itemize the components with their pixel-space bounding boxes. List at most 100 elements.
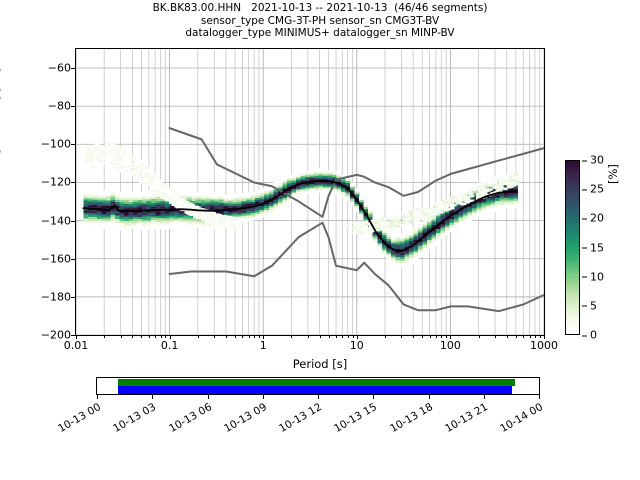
colorbar bbox=[565, 160, 580, 335]
x-tick-mark bbox=[319, 335, 321, 338]
x-tick-mark bbox=[347, 335, 349, 338]
timeline-tick-mark bbox=[483, 395, 485, 399]
timeline-tick-label: 10-13 21 bbox=[442, 401, 490, 436]
x-tick-label: 1000 bbox=[530, 339, 558, 352]
x-tick-mark bbox=[478, 335, 480, 338]
colorbar-tick-label: 15 bbox=[582, 242, 604, 253]
x-tick-mark bbox=[197, 335, 199, 338]
timeline-coverage-axes[interactable] bbox=[96, 377, 540, 395]
timeline-tick-mark bbox=[262, 395, 264, 399]
x-tick-mark bbox=[76, 335, 77, 339]
x-tick-mark bbox=[242, 335, 244, 338]
y-tick-label: −200 bbox=[40, 328, 71, 342]
colorbar-tick-label: 10 bbox=[582, 271, 604, 282]
timeline-tick-label: 10-13 06 bbox=[166, 401, 214, 436]
y-tick-mark bbox=[71, 182, 75, 184]
x-axis-label: Period [s] bbox=[292, 357, 348, 371]
ppsd-plot-area[interactable] bbox=[75, 48, 545, 336]
x-tick-mark bbox=[450, 335, 452, 339]
x-tick-mark bbox=[435, 335, 437, 338]
x-tick-mark bbox=[534, 335, 536, 338]
timeline-tick-label: 10-13 12 bbox=[277, 401, 324, 436]
timeline-tick-label: 10-14 00 bbox=[498, 401, 545, 436]
timeline-tick-mark bbox=[428, 395, 430, 399]
noise-model-nhnm bbox=[168, 127, 544, 218]
x-tick-mark bbox=[141, 335, 143, 338]
x-tick-mark bbox=[441, 335, 443, 338]
timeline-bar-segments-used bbox=[117, 385, 513, 394]
timeline-tick-mark bbox=[207, 395, 209, 399]
x-tick-mark bbox=[328, 335, 330, 338]
x-tick-mark bbox=[263, 335, 265, 339]
colorbar-gradient bbox=[566, 161, 579, 334]
x-tick-mark bbox=[506, 335, 508, 338]
x-tick-mark bbox=[148, 335, 150, 338]
timeline-tick-label: 10-13 18 bbox=[387, 401, 435, 436]
title-line-2: sensor_type CMG-3T-PH sensor_sn CMG3T-BV bbox=[200, 14, 440, 27]
x-tick-mark bbox=[422, 335, 424, 338]
y-tick-label: −160 bbox=[40, 252, 71, 266]
x-tick-label: 1 bbox=[259, 339, 267, 352]
figure-title: BK.BK83.00.HHN 2021-10-13 -- 2021-10-13 … bbox=[0, 2, 640, 40]
y-tick-mark bbox=[71, 68, 75, 70]
timeline-bar-data-coverage bbox=[117, 378, 516, 386]
timeline-tick-label: 10-13 15 bbox=[332, 401, 380, 436]
x-tick-mark bbox=[155, 335, 157, 338]
x-tick-label: 0.01 bbox=[63, 339, 89, 352]
x-tick-mark bbox=[258, 335, 260, 338]
y-tick-mark bbox=[71, 144, 75, 146]
x-tick-mark bbox=[291, 335, 293, 338]
ppsd-plot-canvas bbox=[76, 49, 544, 335]
colorbar-tick-label: 30 bbox=[582, 155, 604, 166]
colorbar-tick-label: 20 bbox=[582, 213, 604, 224]
x-tick-mark bbox=[342, 335, 344, 338]
timeline-tick-label: 10-13 03 bbox=[111, 401, 159, 436]
x-tick-mark bbox=[539, 335, 541, 338]
y-tick-mark bbox=[71, 220, 75, 222]
colorbar-label: [%] bbox=[606, 164, 620, 184]
title-line-3: datalogger_type MINIMUS+ datalogger_sn M… bbox=[185, 27, 455, 40]
colorbar-tick-label: 0 bbox=[582, 330, 597, 341]
timeline-tick-label: 10-13 00 bbox=[56, 401, 103, 436]
y-tick-label: −120 bbox=[40, 175, 71, 189]
x-tick-mark bbox=[515, 335, 517, 338]
y-axis-label: Power [m²/s⁴/Hz] [dB] bbox=[0, 67, 2, 192]
colorbar-tick-label: 25 bbox=[582, 184, 604, 195]
x-tick-mark bbox=[544, 335, 545, 339]
title-line-1: BK.BK83.00.HHN 2021-10-13 -- 2021-10-13 … bbox=[152, 2, 488, 14]
x-tick-mark bbox=[384, 335, 386, 338]
timeline-tick-mark bbox=[539, 395, 540, 399]
y-tick-mark bbox=[71, 335, 75, 336]
x-tick-mark bbox=[132, 335, 134, 338]
x-tick-mark bbox=[307, 335, 309, 338]
noise-model-nlnm bbox=[168, 221, 544, 313]
y-tick-label: −140 bbox=[40, 214, 71, 228]
x-tick-mark bbox=[104, 335, 106, 338]
x-tick-mark bbox=[165, 335, 167, 338]
y-tick-mark bbox=[71, 106, 75, 108]
timeline-tick-mark bbox=[152, 395, 154, 399]
x-tick-mark bbox=[495, 335, 497, 338]
x-tick-mark bbox=[214, 335, 216, 338]
y-tick-label: −60 bbox=[47, 61, 71, 75]
median-curve bbox=[82, 180, 517, 253]
x-tick-mark bbox=[529, 335, 531, 338]
y-tick-label: −180 bbox=[40, 290, 71, 304]
x-tick-label: 10 bbox=[349, 339, 364, 352]
x-tick-mark bbox=[235, 335, 237, 338]
x-tick-mark bbox=[352, 335, 354, 338]
x-tick-mark bbox=[356, 335, 358, 339]
x-tick-mark bbox=[523, 335, 525, 338]
timeline-tick-mark bbox=[97, 395, 98, 399]
x-tick-mark bbox=[160, 335, 162, 338]
x-tick-mark bbox=[225, 335, 227, 338]
x-tick-mark bbox=[248, 335, 250, 338]
x-tick-mark bbox=[429, 335, 431, 338]
timeline-tick-mark bbox=[373, 395, 375, 399]
y-tick-label: −80 bbox=[47, 99, 71, 113]
timeline-tick-mark bbox=[318, 395, 319, 399]
x-tick-label: 100 bbox=[439, 339, 461, 352]
x-tick-mark bbox=[336, 335, 338, 338]
x-tick-mark bbox=[446, 335, 448, 338]
